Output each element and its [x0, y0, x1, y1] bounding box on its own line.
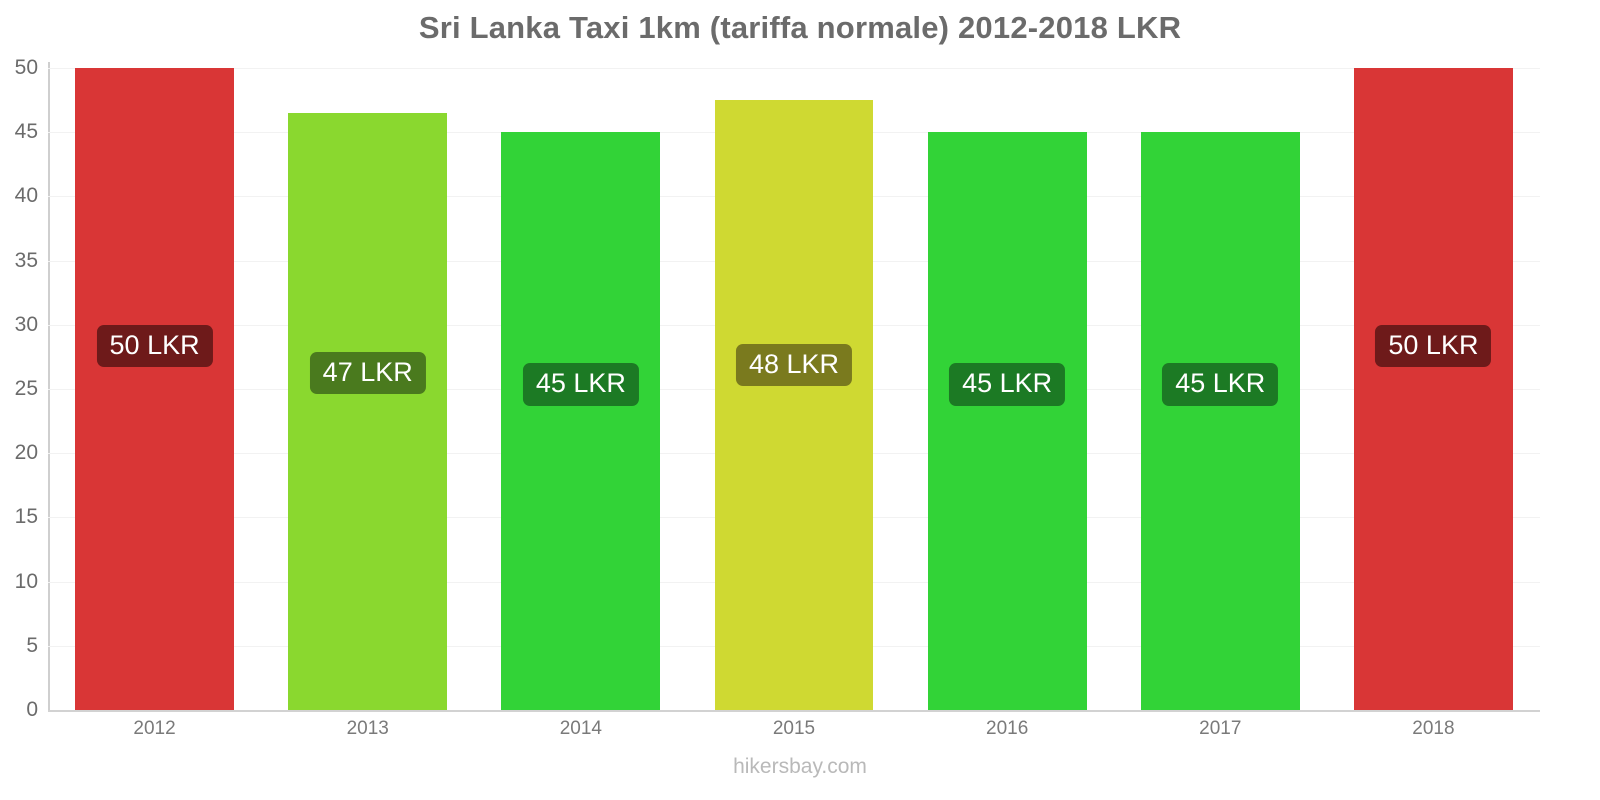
- bar-value-label-2017: 45 LKR: [1162, 363, 1279, 406]
- bar-value-label-2013: 47 LKR: [309, 351, 426, 395]
- x-axis-tick-label-2014: 2014: [559, 718, 602, 739]
- y-axis-tick-label: 20: [14, 441, 38, 465]
- bar-2017[interactable]: 45 LKR: [1140, 132, 1300, 710]
- bar-value-label-2016: 45 LKR: [949, 363, 1066, 406]
- y-axis-line: [48, 62, 50, 712]
- attribution-footer: hikersbay.com: [733, 755, 867, 778]
- bar-2014[interactable]: 45 LKR: [501, 132, 661, 710]
- x-axis-tick-label-2017: 2017: [1199, 718, 1242, 739]
- bar-2018[interactable]: 50 LKR: [1354, 68, 1513, 710]
- y-axis-tick-label: 0: [26, 698, 38, 721]
- bar-2013[interactable]: 47 LKR: [288, 112, 448, 710]
- bar-2015[interactable]: 48 LKR: [714, 100, 874, 710]
- x-axis-tick-label-2016: 2016: [986, 718, 1029, 739]
- x-axis-tick-label-2012: 2012: [133, 718, 176, 739]
- y-axis-tick-label: 25: [14, 377, 38, 400]
- gridline: [48, 710, 1540, 712]
- y-axis-tick-label: 50: [14, 56, 38, 79]
- x-axis-tick-label-2018: 2018: [1412, 718, 1455, 739]
- x-axis-tick-label-2015: 2015: [772, 718, 816, 739]
- x-axis-tick-label-2013: 2013: [346, 718, 389, 739]
- gridline: [48, 68, 1540, 69]
- y-axis-tick-label: 10: [14, 569, 38, 593]
- bar-value-label-2012: 50 LKR: [96, 325, 213, 368]
- y-axis-tick-label: 15: [14, 505, 38, 529]
- y-axis-tick-label: 45: [14, 120, 38, 144]
- bar-value-label-2015: 48 LKR: [735, 344, 853, 387]
- y-axis-tick-label: 40: [14, 184, 38, 208]
- bar-value-label-2018: 50 LKR: [1375, 325, 1492, 368]
- bar-2012[interactable]: 50 LKR: [75, 68, 234, 710]
- bar-2016[interactable]: 45 LKR: [927, 132, 1087, 710]
- y-axis-tick-label: 30: [14, 312, 38, 336]
- bar-value-label-2014: 45 LKR: [522, 363, 639, 406]
- plot-area: 50 LKR 47 LKR 45 LKR 48 LKR 45 LKR 45 LKR 50 L…: [48, 68, 1540, 712]
- y-axis-tick-label: 5: [26, 633, 38, 657]
- chart-title: Sri Lanka Taxi 1km (tariffa normale) 201…: [418, 10, 1182, 45]
- y-axis-tick-label: 35: [14, 248, 38, 272]
